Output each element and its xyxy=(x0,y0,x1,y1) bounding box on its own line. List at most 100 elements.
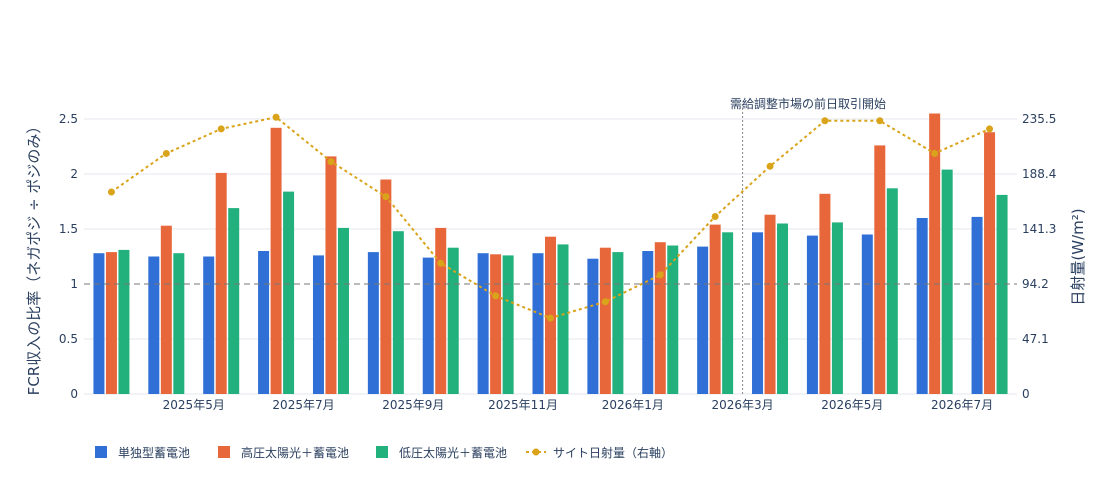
bar xyxy=(557,244,569,394)
legend-swatch xyxy=(218,446,230,458)
bar xyxy=(203,256,215,394)
y-left-tick-label: 1 xyxy=(70,277,78,291)
bar xyxy=(831,222,843,394)
bar xyxy=(215,172,227,394)
bar xyxy=(984,132,996,394)
bar xyxy=(667,245,679,394)
irradiance-point xyxy=(492,292,500,300)
axis-layer: 0 0.5 1 1.5 2 2.5 0 47.1 94.2 141.3 188.4 235.5 2025… xyxy=(59,112,1056,412)
bar xyxy=(874,145,886,394)
bar xyxy=(752,232,764,394)
bar xyxy=(654,242,666,394)
irradiance-point xyxy=(437,259,445,267)
bar xyxy=(587,258,599,394)
x-tick-label: 2026年3月 xyxy=(711,398,773,412)
y-left-tick-label: 2 xyxy=(70,167,78,181)
legend: 単独型蓄電池 高圧太陽光＋蓄電池 低圧太陽光＋蓄電池 サイト日射量（右軸） xyxy=(95,445,673,460)
bar xyxy=(612,252,624,394)
bar xyxy=(996,194,1008,394)
bar xyxy=(173,253,185,394)
x-tick-label: 2026年7月 xyxy=(931,398,993,412)
irradiance-point xyxy=(217,125,225,133)
bar xyxy=(929,113,941,394)
bar xyxy=(502,255,514,394)
bar xyxy=(490,254,502,394)
bar xyxy=(819,193,831,394)
irradiance-point xyxy=(656,271,664,279)
irradiance-point xyxy=(876,117,884,125)
y-right-tick-label: 141.3 xyxy=(1022,222,1056,236)
irradiance-point xyxy=(986,125,994,133)
bar xyxy=(971,216,983,394)
bar xyxy=(367,252,379,394)
irradiance-point xyxy=(711,213,719,221)
bar xyxy=(312,255,324,394)
bar xyxy=(722,232,734,394)
bar xyxy=(422,257,434,394)
y-left-tick-label: 0 xyxy=(70,387,78,401)
bar xyxy=(532,253,544,394)
bar xyxy=(777,223,789,394)
bar xyxy=(337,227,349,394)
x-tick-label: 2026年1月 xyxy=(602,398,664,412)
y-right-tick-label: 94.2 xyxy=(1022,277,1049,291)
reference-layer xyxy=(84,104,1017,394)
y-right-axis-title: 日射量(W/m²) xyxy=(1069,208,1087,305)
bar xyxy=(764,214,776,394)
y-right-tick-label: 188.4 xyxy=(1022,167,1056,181)
bar xyxy=(941,169,953,394)
irradiance-point xyxy=(547,314,554,322)
bar xyxy=(916,218,928,394)
bar xyxy=(270,127,282,395)
y-left-tick-label: 1.5 xyxy=(59,222,78,236)
bar xyxy=(435,227,447,394)
y-right-tick-label: 235.5 xyxy=(1022,112,1056,126)
y-right-tick-label: 47.1 xyxy=(1022,332,1049,346)
bar xyxy=(258,251,270,394)
irradiance-point xyxy=(327,158,335,166)
y-left-tick-label: 2.5 xyxy=(59,112,78,126)
irradiance-line-layer xyxy=(107,113,994,322)
market-start-annotation: 需給調整市場の前日取引開始 xyxy=(730,96,886,111)
irradiance-point xyxy=(272,113,280,121)
bar xyxy=(380,179,392,394)
bar xyxy=(697,246,709,394)
y-left-tick-label: 0.5 xyxy=(59,332,78,346)
bar xyxy=(148,256,160,394)
irradiance-point xyxy=(162,149,170,157)
bar xyxy=(283,191,295,394)
bar xyxy=(118,249,130,394)
legend-swatch xyxy=(95,446,107,458)
bar xyxy=(392,231,404,394)
bar xyxy=(228,208,240,394)
x-tick-label: 2026年5月 xyxy=(821,398,883,412)
bar xyxy=(886,188,898,394)
grid-layer xyxy=(84,118,1017,395)
x-tick-label: 2025年7月 xyxy=(272,398,334,412)
legend-label: 低圧太陽光＋蓄電池 xyxy=(399,445,507,460)
bar xyxy=(325,156,337,394)
bar xyxy=(861,234,873,394)
irradiance-point xyxy=(821,117,829,125)
irradiance-point xyxy=(766,162,774,170)
x-tick-label: 2025年9月 xyxy=(382,398,444,412)
bar xyxy=(709,224,721,394)
irradiance-point xyxy=(382,193,390,201)
legend-label: サイト日射量（右軸） xyxy=(553,445,673,460)
bar xyxy=(93,253,105,394)
bars-layer xyxy=(93,113,1008,395)
x-tick-label: 2025年5月 xyxy=(163,398,225,412)
y-right-tick-label: 0 xyxy=(1022,387,1030,401)
legend-swatch xyxy=(376,446,388,458)
irradiance-point xyxy=(931,149,939,157)
bar xyxy=(447,247,459,394)
y-left-axis-title: FCR収入の比率（ネガポジ ÷ ポジのみ） xyxy=(25,119,43,396)
irradiance-point xyxy=(601,298,609,306)
bar xyxy=(477,253,489,394)
x-tick-label: 2025年11月 xyxy=(488,398,558,412)
bar xyxy=(806,235,818,394)
legend-label: 単独型蓄電池 xyxy=(118,446,190,460)
legend-label: 高圧太陽光＋蓄電池 xyxy=(241,445,349,460)
bar xyxy=(642,251,654,394)
bar xyxy=(599,247,611,394)
